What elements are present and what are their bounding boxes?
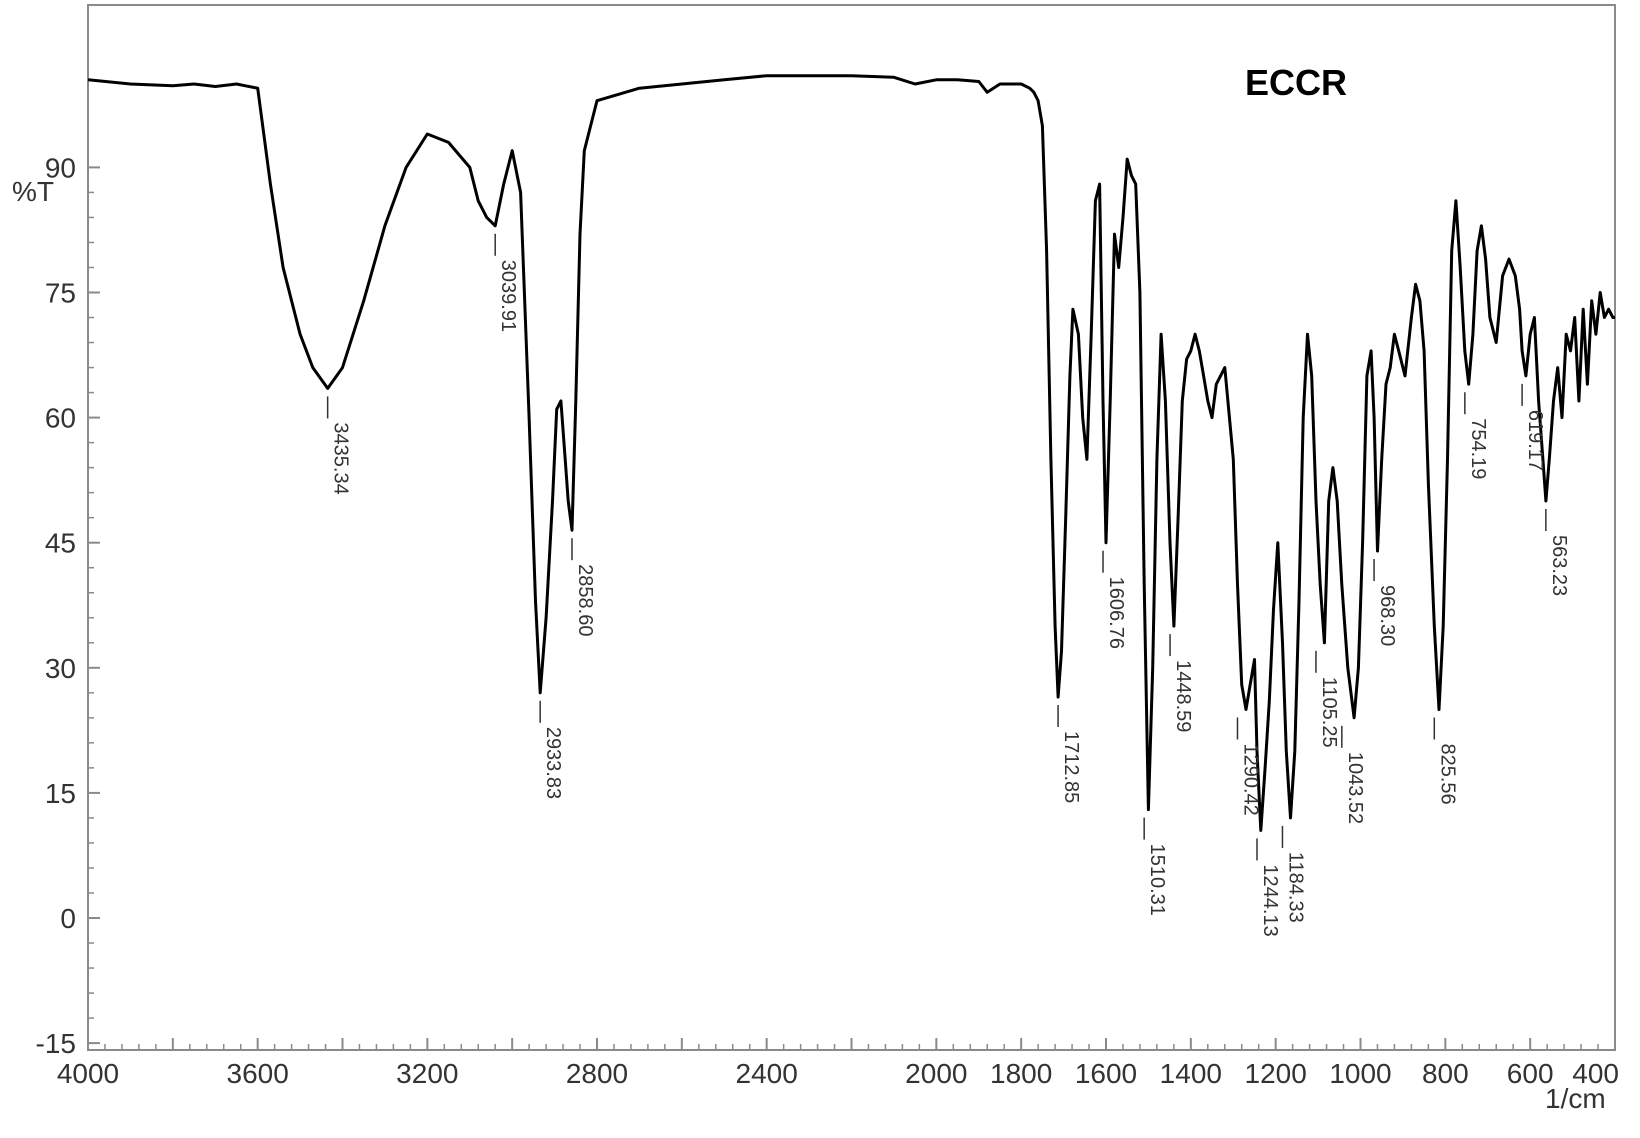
peak-label: 1712.85 [1060,731,1082,803]
x-axis-ticks: 4000 3600 3200 2800 2400 2000 1800 1600 1400 1200… [57,1038,1619,1089]
y-tick-label: 75 [45,278,76,309]
x-tick-label: 2400 [736,1058,798,1089]
peak-label: 754.19 [1467,418,1489,479]
peak-label: 1184.33 [1284,852,1306,923]
x-axis-label: 1/cm [1545,1083,1606,1114]
x-tick-label: 1400 [1160,1058,1222,1089]
peak-label: 3435.34 [330,422,352,494]
peak-label: 3039.91 [497,260,519,332]
spectrum-line [87,74,1615,832]
peak-label: 1105.25 [1318,677,1340,748]
peak-label: 2858.60 [574,564,596,636]
y-tick-label: 90 [45,152,76,183]
x-tick-label: 2800 [566,1058,628,1089]
peak-label: 1043.52 [1344,752,1366,824]
peak-label: 2933.83 [542,727,564,799]
x-tick-label: 800 [1422,1058,1469,1089]
peak-label: 1510.31 [1146,844,1168,916]
x-tick-label: 1800 [990,1058,1052,1089]
y-axis-label: %T [12,176,54,207]
peak-label: 1448.59 [1172,660,1194,732]
x-tick-label: 400 [1572,1058,1619,1089]
y-tick-label: 60 [45,403,76,434]
y-axis-ticks: -15 0 15 30 45 60 75 90 [36,152,100,1059]
x-tick-label: 2000 [905,1058,967,1089]
peak-label: 619.17 [1524,410,1546,471]
y-tick-label: -15 [36,1028,76,1059]
y-tick-label: 0 [60,903,76,934]
x-tick-label: 3200 [396,1058,458,1089]
x-tick-label: 600 [1507,1058,1554,1089]
x-tick-label: 4000 [57,1058,119,1089]
chart-title: ECCR [1245,62,1347,103]
peak-label: 825.56 [1436,744,1458,805]
x-tick-label: 1000 [1329,1058,1391,1089]
y-tick-label: 45 [45,528,76,559]
x-tick-label: 3600 [227,1058,289,1089]
y-tick-label: 30 [45,653,76,684]
x-tick-label: 1200 [1245,1058,1307,1089]
y-tick-label: 15 [45,778,76,809]
peak-label: 1606.76 [1105,577,1127,649]
peak-label: 1290.42 [1239,744,1261,816]
peak-label: 968.30 [1376,585,1398,646]
x-tick-label: 1600 [1075,1058,1137,1089]
peak-label: 1244.13 [1259,864,1281,936]
plot-frame [87,4,1616,1051]
peak-label: 563.23 [1548,535,1570,596]
peak-labels: 3435.34 3039.91 2933.83 2858.60 1712.85 1606.… [326,233,1570,937]
